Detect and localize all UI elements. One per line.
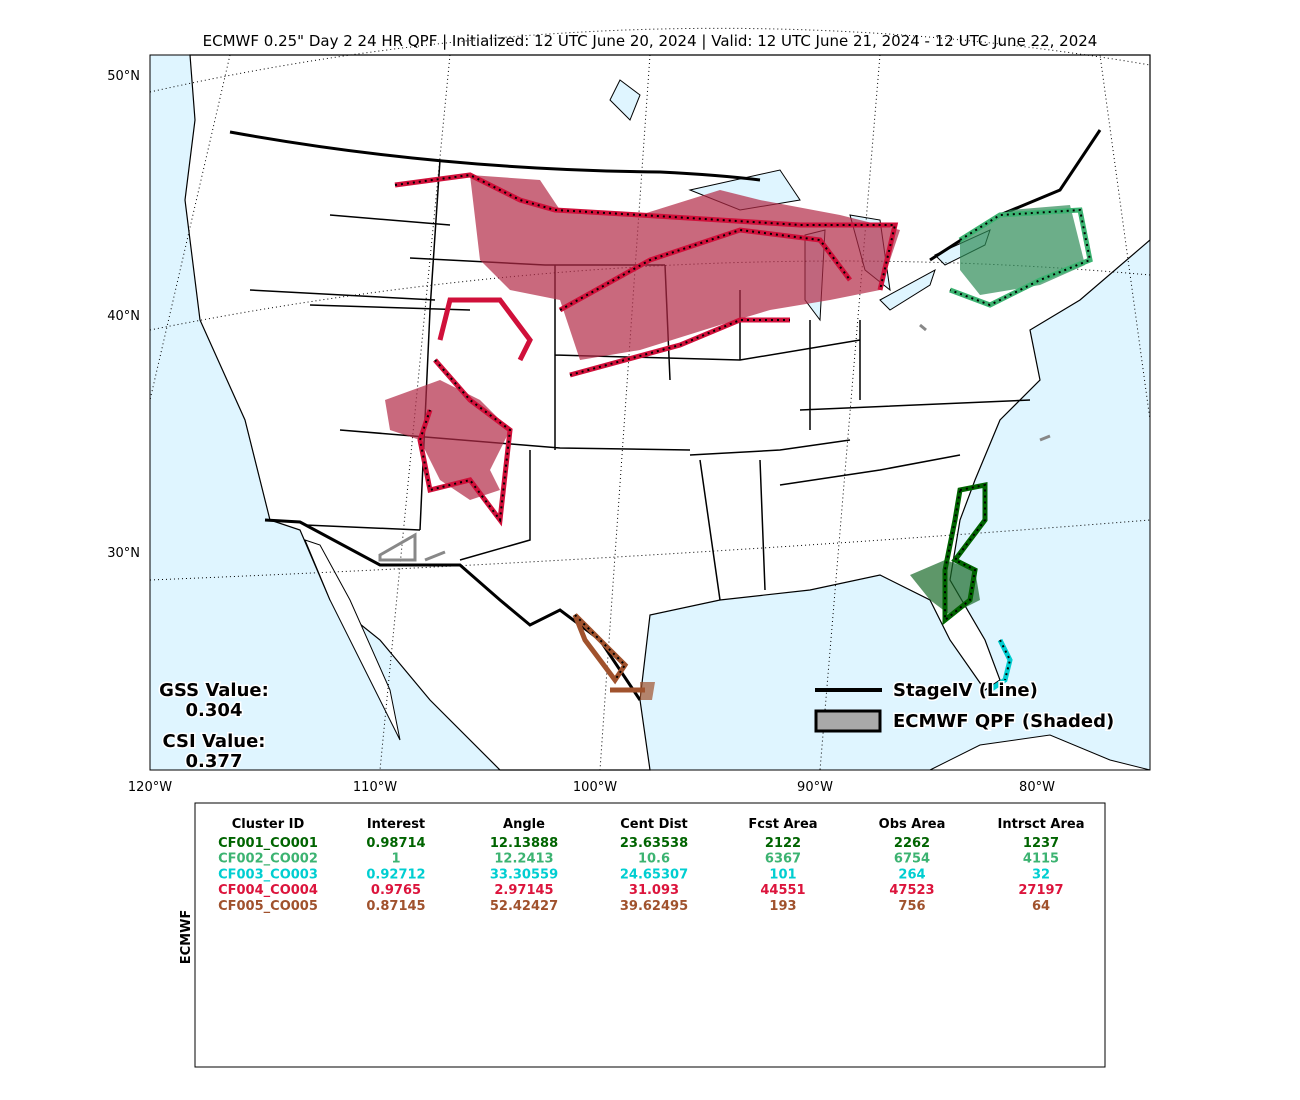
score-label: GSS Value: bbox=[159, 680, 269, 701]
table-cell: 12.2413 bbox=[494, 852, 553, 867]
map-title: ECMWF 0.25" Day 2 24 HR QPF | Initialize… bbox=[203, 32, 1098, 50]
lat-label: 40°N bbox=[107, 309, 140, 324]
table-frame bbox=[194, 802, 1106, 1068]
table-header: Obs Area bbox=[879, 817, 946, 832]
score-value: 0.304 bbox=[186, 700, 243, 721]
table-cell: 23.63538 bbox=[620, 836, 688, 851]
table-cell: 2.97145 bbox=[494, 883, 553, 898]
table-cell: 264 bbox=[898, 867, 925, 882]
table-cell: 33.30559 bbox=[490, 867, 558, 882]
table-cell: 2262 bbox=[894, 836, 930, 851]
table-header: Intrsct Area bbox=[998, 817, 1085, 832]
lon-label: 80°W bbox=[1019, 780, 1055, 795]
lon-label: 100°W bbox=[573, 780, 617, 795]
table-cell: 52.42427 bbox=[490, 899, 558, 914]
map-frame bbox=[149, 54, 1151, 771]
table-cell: 24.65307 bbox=[620, 867, 688, 882]
table-cell: 4115 bbox=[1023, 852, 1059, 867]
great-lakes bbox=[609, 79, 991, 322]
lat-label: 50°N bbox=[107, 69, 140, 84]
table-cell: CF001_CO001 bbox=[218, 836, 318, 851]
table-cell: 27197 bbox=[1018, 883, 1063, 898]
table-cell: 39.62495 bbox=[620, 899, 688, 914]
table-header: Cent Dist bbox=[620, 817, 688, 832]
table-cell: CF004_CO004 bbox=[218, 883, 318, 898]
table-cell: 10.6 bbox=[638, 852, 670, 867]
table-cell: 2122 bbox=[765, 836, 801, 851]
table-cell: 193 bbox=[769, 899, 796, 914]
lat-label: 30°N bbox=[107, 546, 140, 561]
score-value: 0.377 bbox=[186, 751, 243, 772]
forecast-shading bbox=[385, 175, 1085, 700]
table-cell: CF002_CO002 bbox=[218, 852, 318, 867]
table-side-label: ECMWF bbox=[179, 910, 194, 965]
lon-label: 110°W bbox=[353, 780, 397, 795]
table-cell: 0.87145 bbox=[366, 899, 425, 914]
table-cell: 47523 bbox=[889, 883, 934, 898]
outline-dots bbox=[394, 173, 1092, 681]
table-cell: 1 bbox=[391, 852, 400, 867]
table-cell: 44551 bbox=[760, 883, 805, 898]
table-header: Angle bbox=[503, 817, 545, 832]
baja bbox=[304, 539, 401, 741]
table-cell: 0.92712 bbox=[366, 867, 425, 882]
table-cell: 64 bbox=[1032, 899, 1050, 914]
score-label: CSI Value: bbox=[163, 731, 266, 752]
table-cell: CF003_CO003 bbox=[218, 867, 318, 882]
table-cell: 101 bbox=[769, 867, 796, 882]
labels: 50°N 40°N 30°N 120°W 110°W 100°W 90°W 80°W Stage… bbox=[107, 69, 1116, 965]
lon-label: 90°W bbox=[797, 780, 833, 795]
map bbox=[149, 27, 1151, 771]
table-cell: CF005_CO005 bbox=[218, 899, 318, 914]
legend-label: ECMWF QPF (Shaded) bbox=[893, 711, 1114, 732]
table-cell: 31.093 bbox=[629, 883, 679, 898]
table-cell: 12.13888 bbox=[490, 836, 558, 851]
table-header: Interest bbox=[367, 817, 425, 832]
table-cell: 6754 bbox=[894, 852, 930, 867]
table-cell: 1237 bbox=[1023, 836, 1059, 851]
legend-box-sample bbox=[814, 709, 882, 733]
table-header: Fcst Area bbox=[748, 817, 817, 832]
legend-label: StageIV (Line) bbox=[893, 680, 1038, 701]
table-cell: 32 bbox=[1032, 867, 1050, 882]
table-cell: 6367 bbox=[765, 852, 801, 867]
lon-label: 120°W bbox=[128, 780, 172, 795]
table-cell: 0.9765 bbox=[371, 883, 421, 898]
table-header: Cluster ID bbox=[232, 817, 305, 832]
table-cell: 756 bbox=[898, 899, 925, 914]
table-cell: 0.98714 bbox=[366, 836, 425, 851]
